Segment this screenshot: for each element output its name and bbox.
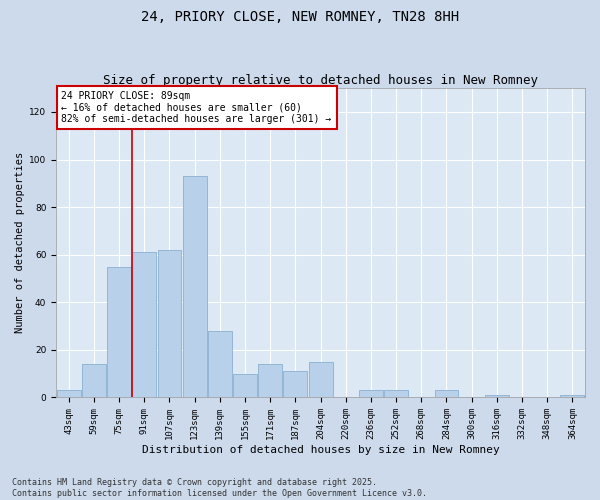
Bar: [283, 372, 307, 398]
Title: Size of property relative to detached houses in New Romney: Size of property relative to detached ho…: [103, 74, 538, 87]
Text: Contains HM Land Registry data © Crown copyright and database right 2025.
Contai: Contains HM Land Registry data © Crown c…: [12, 478, 427, 498]
Bar: [208, 331, 232, 398]
Bar: [258, 364, 282, 398]
Text: 24 PRIORY CLOSE: 89sqm
← 16% of detached houses are smaller (60)
82% of semi-det: 24 PRIORY CLOSE: 89sqm ← 16% of detached…: [61, 92, 332, 124]
Bar: [133, 252, 156, 398]
Bar: [158, 250, 181, 398]
Bar: [485, 395, 509, 398]
Bar: [560, 395, 584, 398]
Bar: [182, 176, 206, 398]
Bar: [359, 390, 383, 398]
Bar: [384, 390, 408, 398]
Bar: [82, 364, 106, 398]
Bar: [233, 374, 257, 398]
Text: 24, PRIORY CLOSE, NEW ROMNEY, TN28 8HH: 24, PRIORY CLOSE, NEW ROMNEY, TN28 8HH: [141, 10, 459, 24]
Bar: [434, 390, 458, 398]
Y-axis label: Number of detached properties: Number of detached properties: [15, 152, 25, 334]
Bar: [308, 362, 332, 398]
X-axis label: Distribution of detached houses by size in New Romney: Distribution of detached houses by size …: [142, 445, 499, 455]
Bar: [57, 390, 80, 398]
Bar: [107, 266, 131, 398]
